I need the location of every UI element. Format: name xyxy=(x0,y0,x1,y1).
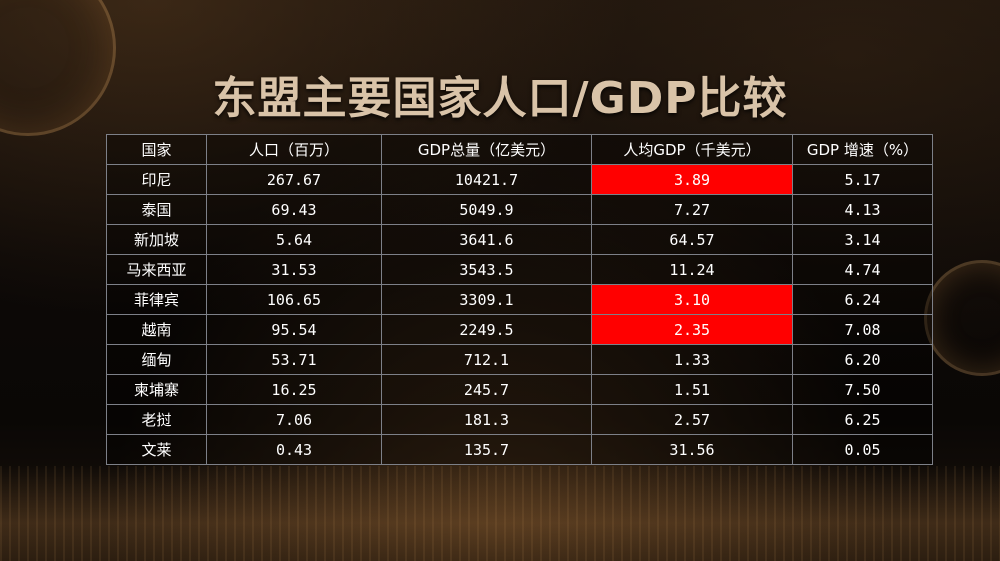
table-row: 越南 95.54 2249.5 2.35 7.08 xyxy=(106,314,933,345)
cell-gdp: 3641.6 xyxy=(381,224,592,255)
cell-gdp: 5049.9 xyxy=(381,194,592,225)
cell-country: 越南 xyxy=(106,314,207,345)
cell-country: 缅甸 xyxy=(106,344,207,375)
data-table: 国家 人口（百万） GDP总量（亿美元） 人均GDP（千美元） GDP 增速（%… xyxy=(106,134,933,465)
cell-growth: 5.17 xyxy=(792,164,933,195)
table-body: 印尼 267.67 10421.7 3.89 5.17 泰国 69.43 5049.9 7.27… xyxy=(106,164,933,465)
cell-country: 泰国 xyxy=(106,194,207,225)
cell-population: 95.54 xyxy=(206,314,382,345)
cell-gdp-per-capita: 1.33 xyxy=(591,344,793,375)
table-row: 印尼 267.67 10421.7 3.89 5.17 xyxy=(106,164,933,195)
cell-gdp: 135.7 xyxy=(381,434,592,465)
cell-population: 267.67 xyxy=(206,164,382,195)
cell-country: 印尼 xyxy=(106,164,207,195)
cell-population: 31.53 xyxy=(206,254,382,285)
cell-gdp-per-capita: 7.27 xyxy=(591,194,793,225)
column-header-growth: GDP 增速（%） xyxy=(792,134,933,165)
cell-growth: 0.05 xyxy=(792,434,933,465)
cell-population: 106.65 xyxy=(206,284,382,315)
table-row: 泰国 69.43 5049.9 7.27 4.13 xyxy=(106,194,933,225)
cell-growth: 3.14 xyxy=(792,224,933,255)
table-row: 菲律宾 106.65 3309.1 3.10 6.24 xyxy=(106,284,933,315)
cell-gdp-per-capita: 3.89 xyxy=(591,164,793,195)
decorative-floor xyxy=(0,466,1000,561)
cell-gdp-per-capita: 3.10 xyxy=(591,284,793,315)
table-row: 马来西亚 31.53 3543.5 11.24 4.74 xyxy=(106,254,933,285)
cell-gdp-per-capita: 64.57 xyxy=(591,224,793,255)
table-row: 缅甸 53.71 712.1 1.33 6.20 xyxy=(106,344,933,375)
cell-gdp: 10421.7 xyxy=(381,164,592,195)
cell-country: 马来西亚 xyxy=(106,254,207,285)
cell-population: 16.25 xyxy=(206,374,382,405)
cell-country: 菲律宾 xyxy=(106,284,207,315)
cell-country: 新加坡 xyxy=(106,224,207,255)
cell-gdp-per-capita: 1.51 xyxy=(591,374,793,405)
cell-gdp: 2249.5 xyxy=(381,314,592,345)
table-row: 柬埔寨 16.25 245.7 1.51 7.50 xyxy=(106,374,933,405)
column-header-gdp: GDP总量（亿美元） xyxy=(381,134,592,165)
cell-population: 5.64 xyxy=(206,224,382,255)
cell-growth: 6.20 xyxy=(792,344,933,375)
cell-growth: 6.25 xyxy=(792,404,933,435)
cell-country: 老挝 xyxy=(106,404,207,435)
column-header-country: 国家 xyxy=(106,134,207,165)
cell-gdp: 181.3 xyxy=(381,404,592,435)
cell-country: 文莱 xyxy=(106,434,207,465)
cell-population: 7.06 xyxy=(206,404,382,435)
cell-gdp-per-capita: 2.57 xyxy=(591,404,793,435)
cell-growth: 7.50 xyxy=(792,374,933,405)
cell-population: 53.71 xyxy=(206,344,382,375)
table-row: 老挝 7.06 181.3 2.57 6.25 xyxy=(106,404,933,435)
cell-growth: 7.08 xyxy=(792,314,933,345)
cell-gdp: 3309.1 xyxy=(381,284,592,315)
cell-gdp-per-capita: 2.35 xyxy=(591,314,793,345)
cell-gdp: 3543.5 xyxy=(381,254,592,285)
cell-population: 69.43 xyxy=(206,194,382,225)
column-header-gdp-per-capita: 人均GDP（千美元） xyxy=(591,134,793,165)
cell-gdp-per-capita: 11.24 xyxy=(591,254,793,285)
cell-growth: 6.24 xyxy=(792,284,933,315)
table-row: 文莱 0.43 135.7 31.56 0.05 xyxy=(106,434,933,465)
cell-gdp: 245.7 xyxy=(381,374,592,405)
cell-country: 柬埔寨 xyxy=(106,374,207,405)
cell-gdp: 712.1 xyxy=(381,344,592,375)
column-header-population: 人口（百万） xyxy=(206,134,382,165)
page-title: 东盟主要国家人口/GDP比较 xyxy=(212,73,788,124)
decorative-orb-right xyxy=(924,260,1000,376)
cell-population: 0.43 xyxy=(206,434,382,465)
table-header-row: 国家 人口（百万） GDP总量（亿美元） 人均GDP（千美元） GDP 增速（%… xyxy=(106,134,933,165)
table-row: 新加坡 5.64 3641.6 64.57 3.14 xyxy=(106,224,933,255)
cell-gdp-per-capita: 31.56 xyxy=(591,434,793,465)
cell-growth: 4.74 xyxy=(792,254,933,285)
cell-growth: 4.13 xyxy=(792,194,933,225)
